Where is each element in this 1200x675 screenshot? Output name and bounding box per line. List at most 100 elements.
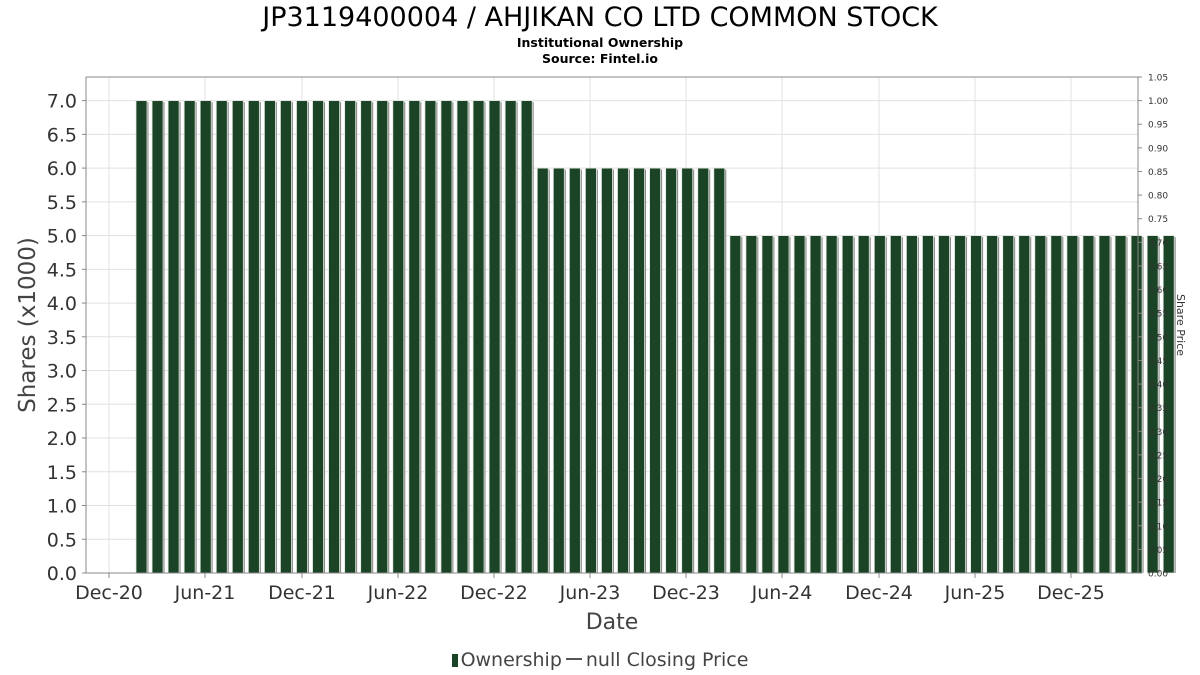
ownership-bar [296,100,308,574]
ownership-bar [135,100,148,574]
ownership-bar [360,100,373,574]
legend: Ownership null Closing Price [0,648,1200,672]
x-tick-label: Jun-23 [559,582,621,604]
y-tick-label: 1.0 [47,496,77,518]
chart-source: Source: Fintel.io [542,51,658,66]
ownership-bar [215,100,228,574]
y2-tick-label: 0.25 [1148,451,1168,461]
ownership-bar [456,100,469,574]
y-tick-label: 3.5 [47,327,77,349]
ownership-bar [536,167,549,574]
ownership-bar [729,235,742,574]
y-tick-label: 4.5 [47,259,77,281]
ownership-bar [922,235,934,574]
ownership-bar [793,235,806,574]
y2-tick-label: 0.95 [1148,121,1168,131]
ownership-bar [697,167,710,574]
ownership-bar [1066,235,1079,574]
ownership-bar [568,167,581,574]
x-tick-label: Jun-24 [751,582,813,604]
y-tick-label: 2.0 [47,428,77,450]
ownership-bar [504,100,517,574]
ownership-bar [938,235,950,574]
y2-tick-label: 1.00 [1148,97,1168,107]
ownership-bar [970,235,982,574]
ownership-bar [263,100,276,574]
ownership-bar [408,100,421,574]
y-tick-label: 0.5 [47,529,77,551]
ownership-bar [906,235,918,574]
y-tick-label: 6.0 [47,158,77,180]
ownership-bar [183,100,196,574]
y2-tick-label: 0.10 [1148,522,1168,532]
x-tick-label: Dec-24 [845,582,913,604]
ownership-bar [825,235,838,574]
ownership-bar [1114,235,1127,574]
ownership-bar [585,167,597,574]
y2-tick-label: 0.40 [1148,381,1168,391]
ownership-bar [552,167,565,574]
ownership-bar [617,167,629,574]
ownership-bar [649,167,661,574]
ownership-bar [601,167,613,574]
ownership-bar [1130,235,1143,574]
ownership-bar [488,100,501,574]
price-legend-label: null Closing Price [585,649,749,671]
y2-tick-label: 0.50 [1148,333,1168,343]
ownership-bar [280,100,292,574]
ownership-bar [472,100,485,574]
y2-axis-title: Share Price [1174,294,1187,356]
x-tick-label: Jun-25 [944,582,1006,604]
y2-tick-label: 0.05 [1148,546,1168,556]
y2-tick-label: 0.45 [1148,357,1168,367]
ownership-bar [986,235,999,574]
y2-tick-label: 1.05 [1148,74,1168,84]
ownership-bar [1146,235,1159,574]
ownership-bar [424,100,437,574]
x-axis-title: Date [586,610,639,635]
ownership-bar [392,100,405,574]
y-tick-label: 3.0 [47,361,77,383]
ownership-bar [328,100,341,574]
y-tick-label: 1.5 [47,462,77,484]
x-tick-label: Dec-20 [75,582,143,604]
ownership-bar [1162,235,1175,574]
ownership-bar [376,100,389,574]
ownership-bar [1002,235,1015,574]
ownership-bar [247,100,260,574]
y2-tick-label: 0.65 [1148,262,1168,272]
x-tick-label: Dec-23 [652,582,720,604]
y2-tick-label: 0.80 [1148,192,1168,202]
ownership-bar [954,235,966,574]
ownership-bar [199,100,212,574]
ownership-bar [312,100,324,574]
x-tick-label: Dec-21 [268,582,336,604]
ownership-bar [440,100,453,574]
ownership-bar [1034,235,1047,574]
y-tick-label: 6.5 [47,124,77,146]
ownership-bar [889,235,902,574]
y2-tick-label: 0.75 [1148,215,1168,225]
y2-tick-label: 0.00 [1148,570,1168,580]
ownership-bar [1018,235,1031,574]
ownership-bar [151,100,164,574]
ownership-legend-label: Ownership [460,649,562,671]
y2-tick-label: 0.15 [1148,499,1168,509]
ownership-bar [1098,235,1111,574]
y-tick-label: 0.0 [47,563,77,585]
ownership-bar [665,167,678,574]
ownership-bar [1050,235,1063,574]
ownership-bar [520,100,533,574]
ownership-bar [633,167,645,574]
chart-title: JP3119400004 / AHJIKAN CO LTD COMMON STO… [262,2,938,33]
y-tick-label: 2.5 [47,394,77,416]
y-tick-label: 5.0 [47,226,77,248]
y-axis-title: Shares (x1000) [15,237,41,413]
ownership-bar [713,167,726,574]
y2-tick-label: 0.85 [1148,168,1168,178]
y2-tick-label: 0.30 [1148,428,1168,438]
price-legend-swatch [565,658,582,660]
ownership-bar [681,167,694,574]
ownership-bar [761,235,774,574]
